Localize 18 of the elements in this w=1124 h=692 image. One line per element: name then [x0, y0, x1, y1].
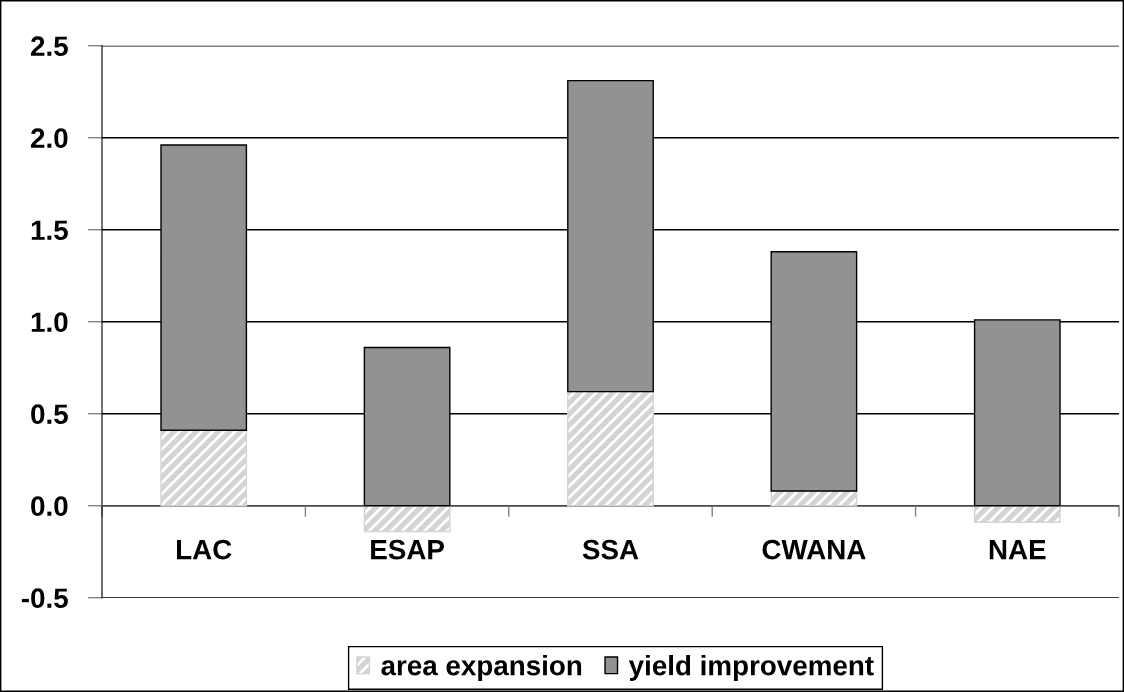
x-tick-label: SSA [582, 539, 639, 560]
bar [363, 505, 451, 533]
y-tick-label: 2.5 [31, 36, 68, 57]
y-tick-label: 1.0 [31, 312, 68, 333]
y-tick-label: 1.5 [31, 220, 68, 241]
y-tick-label: 2.0 [31, 128, 68, 149]
y-tick-label: -0.5 [21, 588, 68, 609]
bar [160, 429, 248, 507]
legend-label: area expansion [381, 655, 582, 681]
x-tick-label: NAE [989, 540, 1046, 560]
x-tick-label: CWANA [762, 539, 866, 560]
x-tick-label: LAC [177, 539, 232, 560]
legend-label: yield improvement [628, 655, 874, 681]
y-tick-label: 0.5 [31, 404, 68, 425]
bar [973, 505, 1061, 523]
bar [567, 390, 654, 507]
x-tick-label: ESAP [371, 539, 444, 560]
y-tick-label: 0.0 [31, 496, 68, 517]
